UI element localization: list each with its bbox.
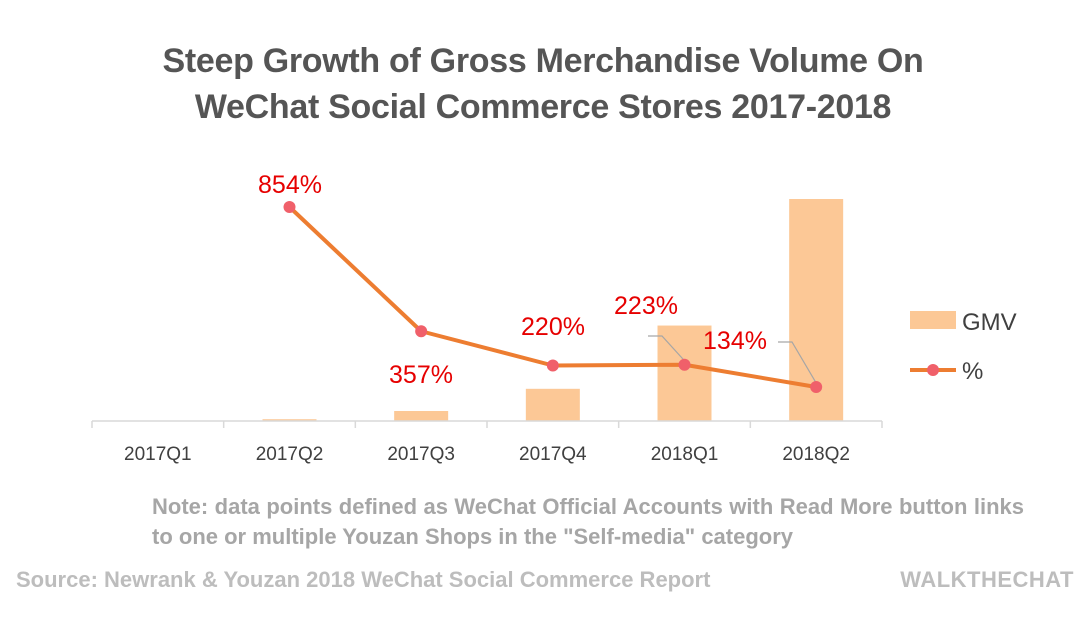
percent-label-2017q4: 220% — [521, 313, 585, 341]
legend-label-percent: % — [962, 358, 983, 385]
brand-logo-text: WALKTHECHAT — [900, 567, 1074, 592]
x-axis-ticks — [91, 421, 883, 428]
percent-markers — [283, 201, 823, 393]
percent-marker-2017q4 — [546, 359, 559, 372]
bar-series — [262, 199, 844, 421]
gmv-bar-2017q3 — [394, 411, 449, 421]
x-tick-label-2017q4: 2017Q4 — [519, 444, 587, 465]
chart-title-line-1: Steep Growth of Gross Merchandise Volume… — [162, 42, 924, 80]
x-tick-label-2018q2: 2018Q2 — [782, 444, 850, 465]
source-credit: Source: Newrank & Youzan 2018 WeChat Soc… — [16, 567, 711, 592]
legend-swatch-gmv — [910, 311, 956, 329]
percent-label-2017q2: 854% — [258, 171, 322, 199]
x-tick-label-2017q2: 2017Q2 — [256, 444, 324, 465]
label-leader-lines — [648, 335, 817, 384]
leader-line-2018q2 — [778, 341, 817, 384]
x-tick-label-2017q1: 2017Q1 — [124, 444, 192, 465]
x-tick-label-2017q3: 2017Q3 — [387, 444, 455, 465]
legend-swatch-percent-marker — [927, 364, 939, 376]
percent-label-2018q2: 134% — [703, 327, 767, 355]
chart-title: Steep Growth of Gross Merchandise Volume… — [0, 38, 1086, 130]
x-axis-labels: 2017Q1 2017Q2 2017Q3 2017Q4 2018Q1 2018Q2 — [124, 444, 850, 465]
percent-labels: 854% 357% 220% 223% 134% — [258, 171, 767, 389]
gmv-bar-2017q2 — [262, 419, 317, 421]
percent-marker-2017q2 — [283, 201, 296, 213]
chart-note: Note: data points defined as WeChat Offi… — [152, 494, 1024, 549]
legend: GMV% — [910, 309, 1017, 385]
percent-marker-2018q2 — [810, 381, 823, 393]
percent-label-2018q1: 223% — [614, 292, 678, 320]
chart-title-line-2: WeChat Social Commerce Stores 2017-2018 — [194, 88, 892, 126]
percent-marker-2017q3 — [415, 325, 428, 338]
percent-marker-2018q1 — [678, 358, 691, 371]
x-tick-label-2018q1: 2018Q1 — [651, 444, 719, 465]
legend-label-gmv: GMV — [962, 309, 1017, 336]
gmv-bar-2017q4 — [525, 388, 580, 421]
leader-line-2018q1 — [648, 335, 685, 362]
percent-label-2017q3: 357% — [389, 361, 453, 389]
